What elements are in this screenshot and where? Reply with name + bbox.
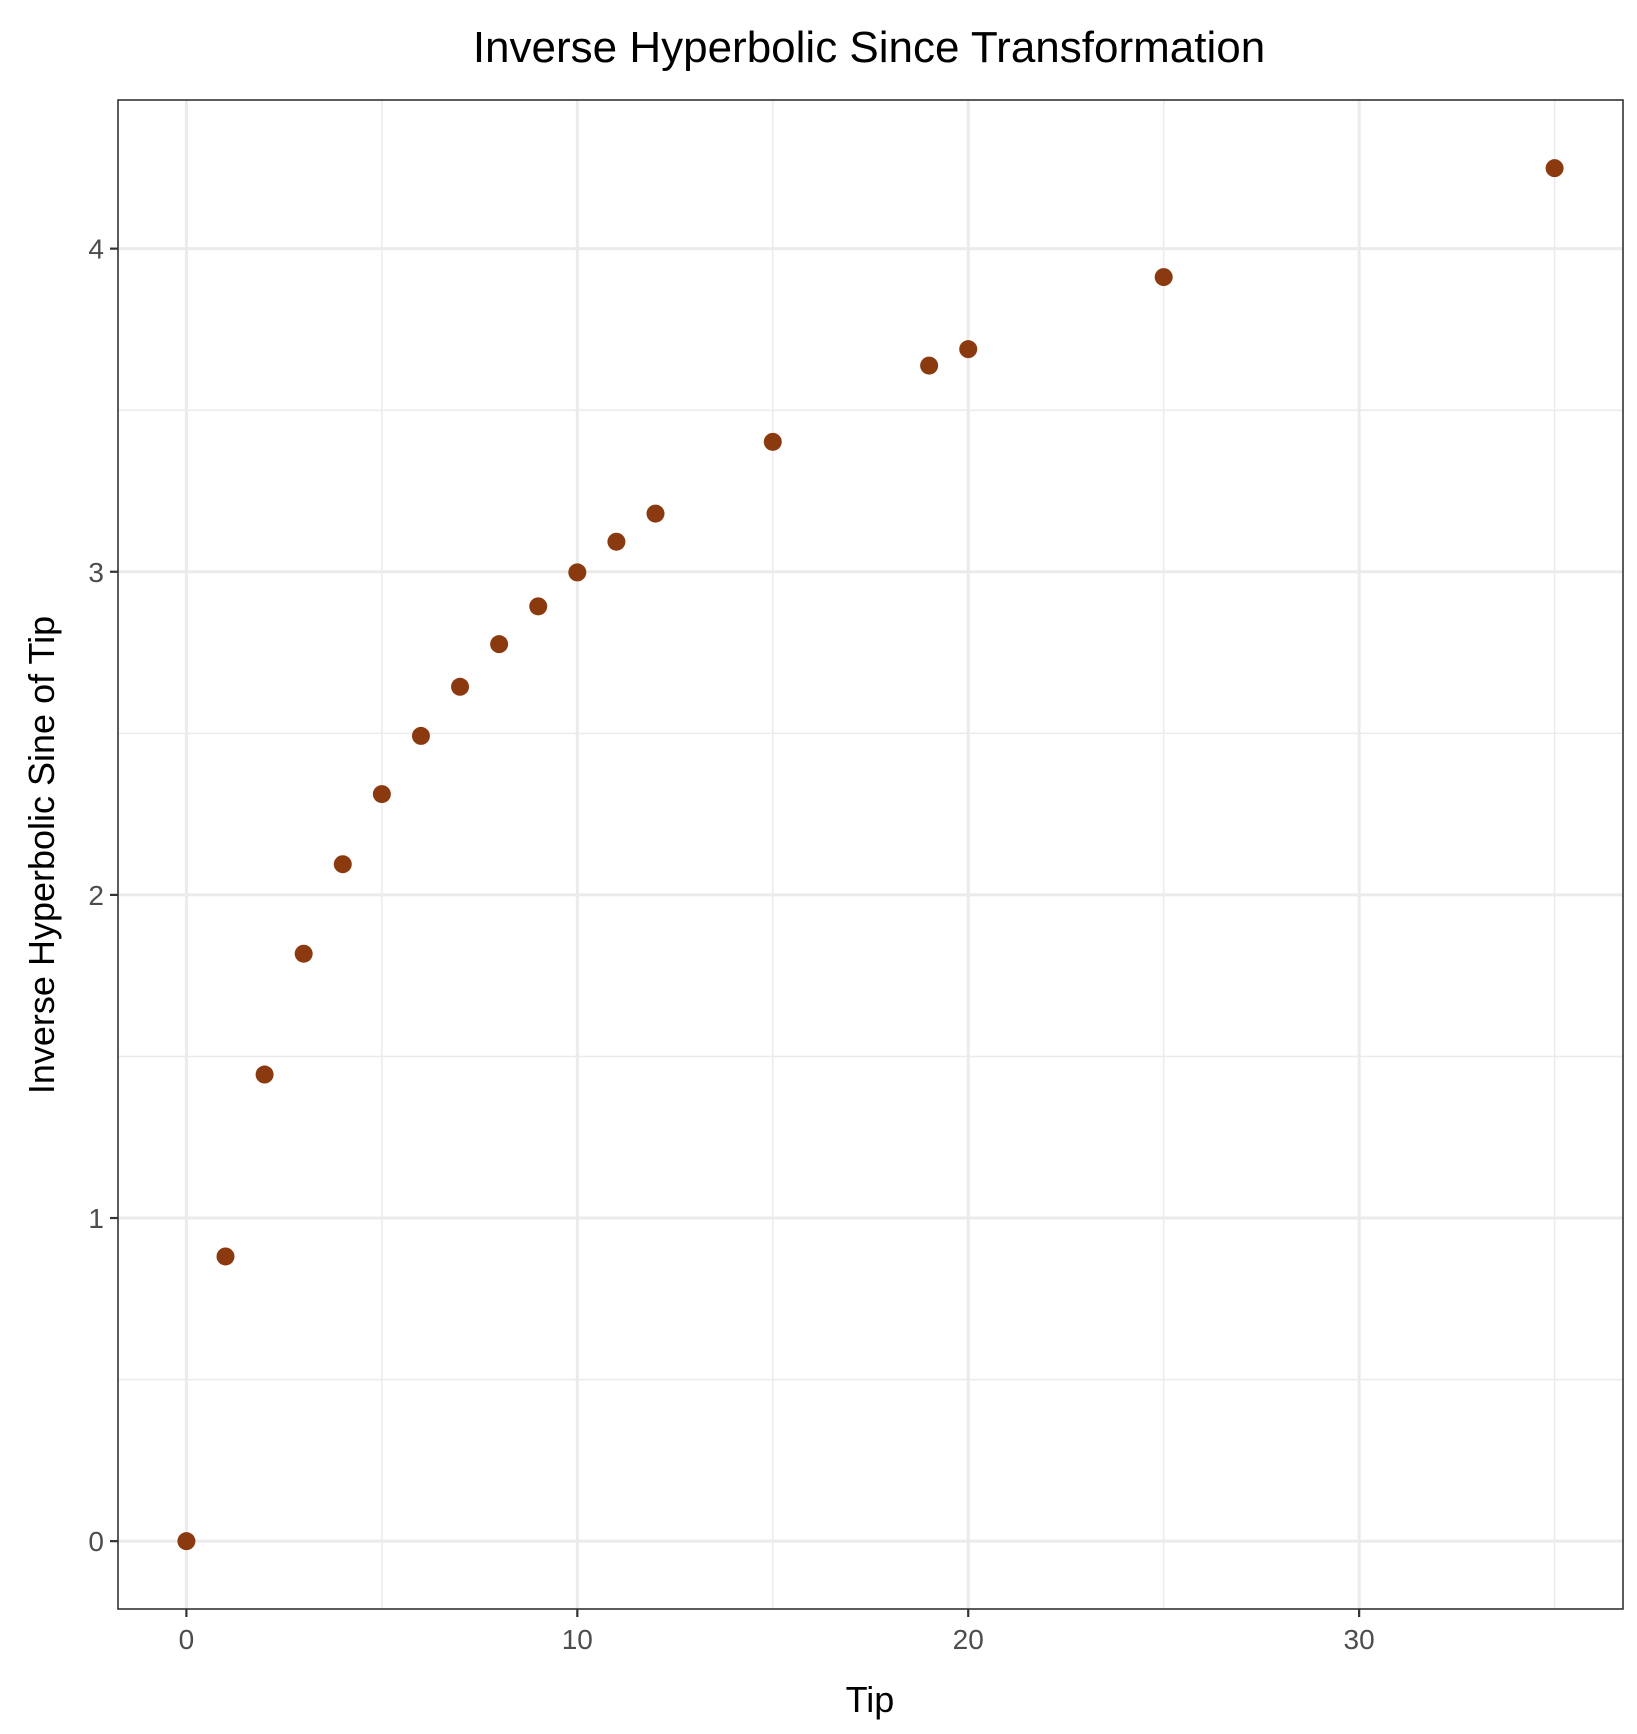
chart-title: Inverse Hyperbolic Since Transformation bbox=[473, 23, 1265, 72]
data-point bbox=[763, 432, 782, 451]
data-point bbox=[959, 340, 978, 359]
axis-ticks: 0 10 20 30 0 1 2 3 4 bbox=[88, 234, 1374, 1655]
data-point bbox=[646, 504, 665, 523]
data-point bbox=[490, 635, 509, 654]
data-point bbox=[451, 677, 470, 696]
data-point bbox=[372, 785, 391, 804]
data-point bbox=[216, 1247, 235, 1266]
data-point bbox=[255, 1065, 274, 1084]
data-point bbox=[607, 532, 626, 551]
x-axis-title: Tip bbox=[846, 1679, 895, 1720]
y-tick-label: 1 bbox=[88, 1203, 104, 1234]
x-tick-label: 10 bbox=[562, 1624, 593, 1655]
data-point bbox=[529, 597, 548, 616]
data-point bbox=[294, 944, 313, 963]
data-point bbox=[1545, 159, 1564, 178]
data-point bbox=[411, 726, 430, 745]
y-tick-label: 3 bbox=[88, 557, 104, 588]
data-points bbox=[177, 159, 1564, 1551]
x-tick-label: 0 bbox=[179, 1624, 195, 1655]
data-point bbox=[333, 855, 352, 874]
data-point bbox=[177, 1532, 196, 1551]
x-tick-label: 20 bbox=[953, 1624, 984, 1655]
data-point bbox=[1154, 268, 1173, 287]
x-tick-label: 30 bbox=[1344, 1624, 1375, 1655]
y-tick-label: 0 bbox=[88, 1526, 104, 1557]
y-axis-title: Inverse Hyperbolic Sine of Tip bbox=[21, 616, 62, 1094]
y-tick-label: 4 bbox=[88, 234, 104, 265]
grid-lines bbox=[118, 100, 1623, 1609]
data-point bbox=[920, 356, 939, 375]
data-point bbox=[568, 563, 587, 582]
panel-border bbox=[117, 99, 1624, 1610]
y-tick-label: 2 bbox=[88, 880, 104, 911]
